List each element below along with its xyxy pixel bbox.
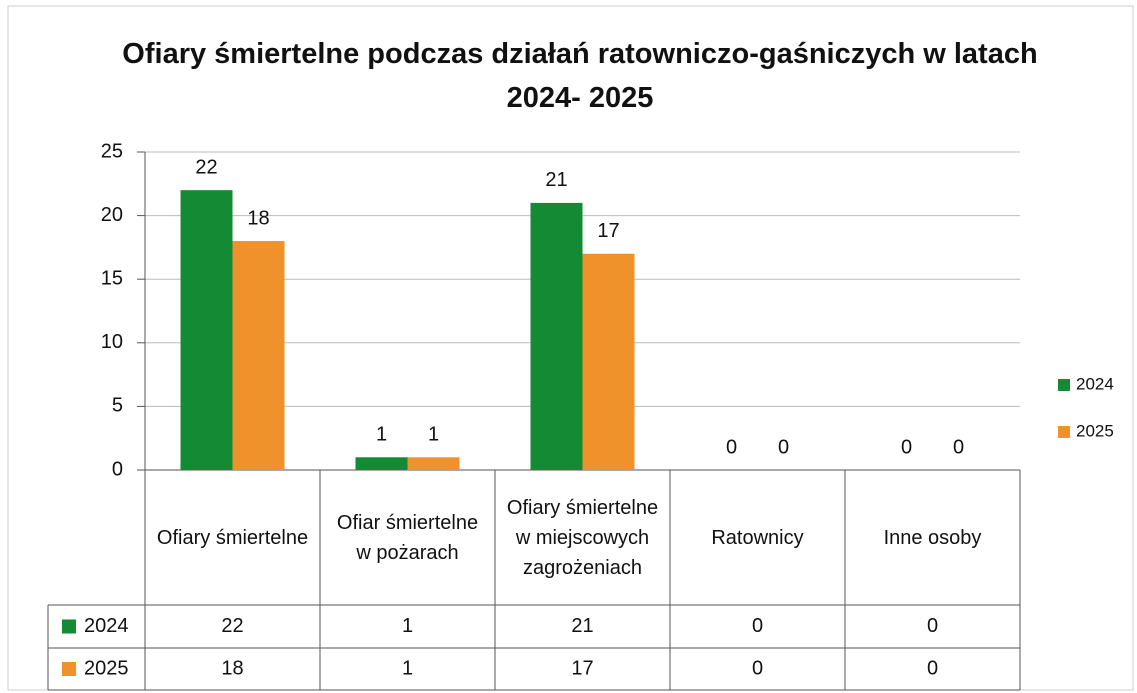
- data-label: 17: [597, 220, 619, 242]
- data-label: 0: [778, 436, 789, 458]
- table-value: 1: [402, 615, 413, 637]
- table-value: 0: [927, 615, 938, 637]
- data-label: 0: [901, 436, 912, 458]
- table-value: 21: [571, 615, 593, 637]
- legend-key: [1058, 379, 1070, 391]
- x-tick-label: Ofiary śmiertelne: [156, 526, 309, 549]
- table-series-name: 2024: [84, 615, 129, 637]
- table-value: 22: [221, 615, 243, 637]
- data-label: 0: [726, 436, 737, 458]
- data-label: 22: [195, 156, 217, 178]
- table-value: 18: [221, 657, 243, 679]
- chart-title: Ofiary śmiertelne podczas działań ratown…: [122, 38, 1038, 114]
- y-tick-label: 25: [101, 140, 123, 162]
- legend-key: [1058, 426, 1070, 438]
- y-tick-label: 0: [112, 458, 123, 480]
- y-tick-label: 20: [101, 204, 123, 226]
- x-tick-label: Ratownicy: [711, 526, 804, 549]
- table-series-name: 2025: [84, 657, 129, 679]
- bar: [232, 241, 285, 470]
- bar: [355, 457, 408, 470]
- data-label: 1: [428, 424, 439, 446]
- bar: [407, 457, 460, 470]
- x-tick-label: Inne osoby: [883, 526, 982, 549]
- bar: [180, 190, 233, 470]
- y-tick-label: 5: [112, 395, 123, 417]
- table-legend-key: [62, 619, 76, 634]
- table-value: 1: [402, 657, 413, 679]
- table-legend-key: [62, 662, 76, 676]
- y-tick-label: 15: [101, 267, 123, 289]
- table-value: 0: [752, 657, 763, 679]
- bar: [530, 202, 583, 470]
- data-label: 1: [376, 424, 387, 446]
- legend-label: 2024: [1076, 374, 1114, 393]
- table-value: 0: [927, 657, 938, 679]
- bar: [582, 253, 635, 470]
- x-tick-label: Ofiary śmiertelne w miejscowych zagrożen…: [506, 496, 659, 579]
- data-label: 18: [247, 207, 269, 229]
- table-value: 0: [752, 615, 763, 637]
- data-label: 0: [953, 436, 964, 458]
- table-value: 17: [571, 657, 593, 679]
- y-tick-label: 10: [101, 331, 123, 353]
- data-label: 21: [545, 169, 567, 191]
- x-tick-label: Ofiar śmiertelne w pożarach: [336, 511, 479, 564]
- legend-label: 2025: [1076, 421, 1114, 440]
